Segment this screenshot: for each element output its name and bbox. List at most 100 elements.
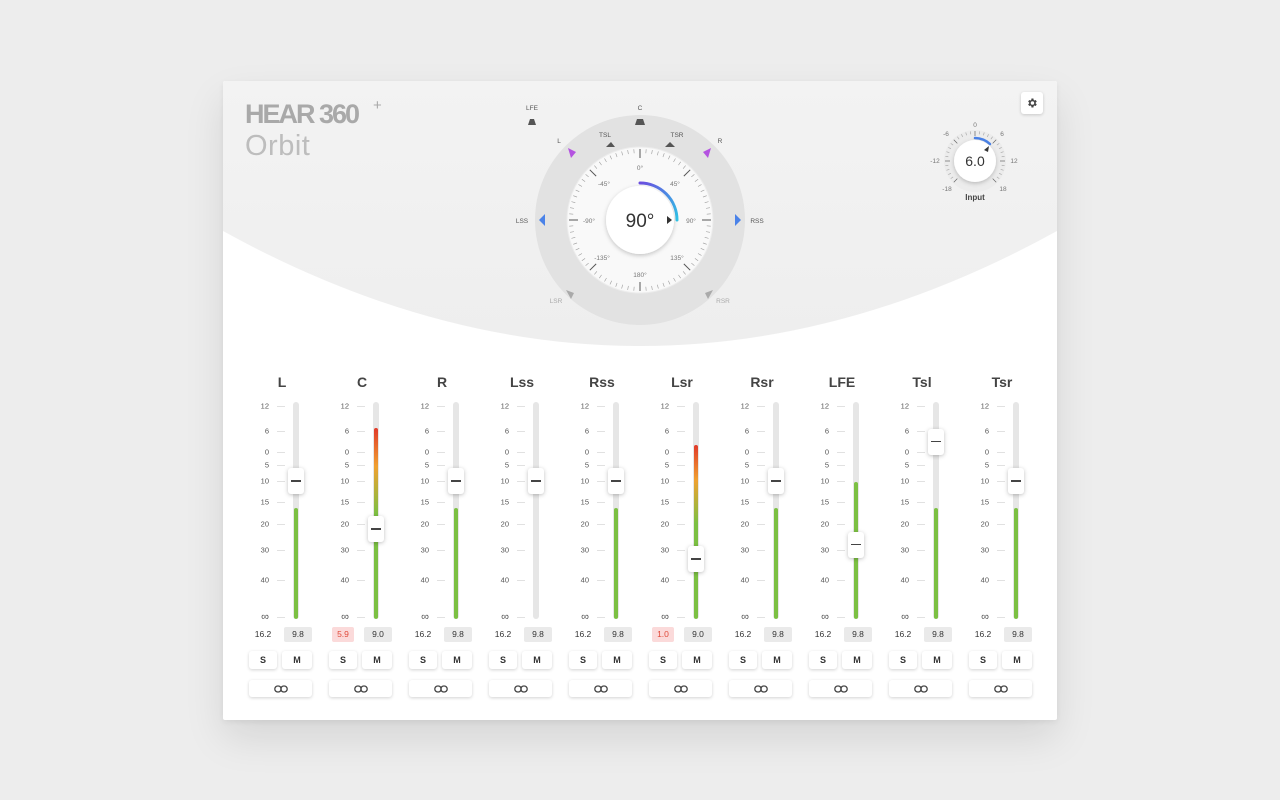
fader-scale-label: 40 — [500, 575, 509, 585]
solo-button[interactable]: S — [569, 651, 597, 669]
fader-scale-tick — [517, 465, 525, 466]
fader-scale-tick — [277, 502, 285, 503]
link-button[interactable] — [329, 680, 392, 697]
fader-track[interactable] — [533, 402, 539, 619]
fader-scale-label: 20 — [260, 519, 269, 529]
fader-thumb[interactable] — [928, 428, 944, 455]
fader-scale-tick — [277, 580, 285, 581]
mute-button[interactable]: M — [602, 651, 632, 669]
solo-button[interactable]: S — [889, 651, 917, 669]
link-button[interactable] — [649, 680, 712, 697]
fader-thumb[interactable] — [528, 468, 544, 494]
dial-tick — [589, 169, 597, 177]
fader-scale-label: 20 — [820, 519, 829, 529]
link-button[interactable] — [489, 680, 552, 697]
fader-thumb[interactable] — [288, 468, 304, 494]
fader-scale-tick — [357, 580, 365, 581]
speaker-rsr[interactable]: RSR — [705, 290, 730, 305]
fader-thumb[interactable] — [688, 546, 704, 572]
speaker-lfe[interactable]: LFE — [526, 105, 539, 125]
speaker-label-l: L — [557, 138, 561, 145]
solo-button[interactable]: S — [809, 651, 837, 669]
fader-scale-tick — [277, 431, 285, 432]
mute-button[interactable]: M — [922, 651, 952, 669]
fader-scale-label: 5 — [584, 460, 589, 470]
fader-scale-label: 6 — [664, 426, 669, 436]
fader-track[interactable] — [853, 402, 859, 619]
fader-thumb[interactable] — [1008, 468, 1024, 494]
fader-scale-label: 10 — [980, 476, 989, 486]
solo-button[interactable]: S — [729, 651, 757, 669]
speaker-lss[interactable]: LSS — [516, 214, 545, 226]
fader-scale-tick — [597, 406, 605, 407]
mute-button[interactable]: M — [522, 651, 552, 669]
fader-track[interactable] — [293, 402, 299, 619]
fader-scale-tick — [277, 481, 285, 482]
solo-button[interactable]: S — [329, 651, 357, 669]
fader-track[interactable] — [933, 402, 939, 619]
solo-button[interactable]: S — [649, 651, 677, 669]
fader-track[interactable] — [693, 402, 699, 619]
solo-button[interactable]: S — [489, 651, 517, 669]
speaker-l[interactable]: L — [557, 138, 576, 158]
fader-thumb[interactable] — [848, 531, 864, 558]
fader-track[interactable] — [373, 402, 379, 619]
solo-button[interactable]: S — [249, 651, 277, 669]
speaker-label-tsl: TSL — [599, 132, 611, 139]
fader-scale-tick — [757, 431, 765, 432]
input-scale-6: 6 — [1000, 131, 1004, 138]
fader-scale-tick — [357, 406, 365, 407]
orbit-panner[interactable]: 0° 45° 90° 135° 180° -135° -90° -45° 90°… — [505, 97, 775, 329]
mute-button[interactable]: M — [282, 651, 312, 669]
speaker-l-icon — [568, 148, 576, 158]
speaker-tsl[interactable]: TSL — [599, 132, 615, 147]
link-button[interactable] — [969, 680, 1032, 697]
fader-scale-tick — [997, 502, 1005, 503]
mute-button[interactable]: M — [762, 651, 792, 669]
fader-track[interactable] — [773, 402, 779, 619]
fader-track[interactable] — [1013, 402, 1019, 619]
solo-button[interactable]: S — [409, 651, 437, 669]
solo-button[interactable]: S — [969, 651, 997, 669]
fader-scale-label: 10 — [500, 476, 509, 486]
level-value: 9.8 — [524, 627, 552, 642]
speaker-rss[interactable]: RSS — [735, 214, 764, 226]
speaker-tsr[interactable]: TSR — [665, 132, 684, 147]
fader-thumb[interactable] — [768, 468, 784, 494]
speaker-c[interactable]: C — [635, 105, 645, 125]
settings-button[interactable] — [1021, 92, 1043, 114]
fader-thumb[interactable] — [448, 468, 464, 494]
mute-button[interactable]: M — [1002, 651, 1032, 669]
angle-knob[interactable] — [606, 186, 674, 254]
mute-button[interactable]: M — [842, 651, 872, 669]
peak-value: 1.0 — [652, 627, 674, 642]
link-button[interactable] — [409, 680, 472, 697]
speaker-rsr-icon — [705, 290, 713, 299]
link-button[interactable] — [889, 680, 952, 697]
fader-scale-tick — [757, 524, 765, 525]
dial-tick — [673, 277, 676, 282]
input-knob[interactable]: 6.0 -6 0 6 -12 12 -18 18 Input — [923, 117, 1027, 207]
speaker-rss-icon — [735, 214, 741, 226]
fader-scale-tick — [437, 617, 445, 618]
speaker-r[interactable]: R — [703, 138, 723, 158]
dial-tick — [673, 158, 676, 163]
logo-main-text: HEAR 360 — [245, 99, 360, 129]
peak-value: 5.9 — [332, 627, 354, 642]
fader-scale-tick — [757, 502, 765, 503]
fader-thumb[interactable] — [368, 516, 384, 543]
mute-button[interactable]: M — [682, 651, 712, 669]
mute-button[interactable]: M — [362, 651, 392, 669]
fader-track[interactable] — [613, 402, 619, 619]
fader-thumb[interactable] — [608, 468, 624, 494]
link-button[interactable] — [249, 680, 312, 697]
speaker-lsr[interactable]: LSR — [550, 290, 574, 305]
link-button[interactable] — [569, 680, 632, 697]
level-value: 9.8 — [844, 627, 872, 642]
link-button[interactable] — [809, 680, 872, 697]
fader-track[interactable] — [453, 402, 459, 619]
mute-button[interactable]: M — [442, 651, 472, 669]
input-tick — [986, 134, 989, 138]
fader-scale-label: 6 — [264, 426, 269, 436]
link-button[interactable] — [729, 680, 792, 697]
